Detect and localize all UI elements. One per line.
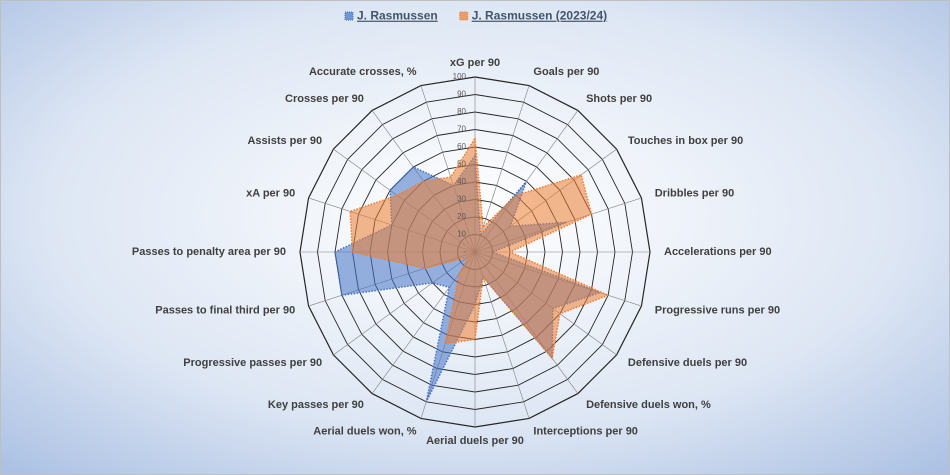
legend-marker (344, 11, 354, 21)
category-label: Passes to final third per 90 (155, 304, 295, 316)
r-tick-label: 40 (457, 177, 466, 186)
category-label: Key passes per 90 (268, 399, 364, 411)
category-label: xG per 90 (450, 57, 500, 69)
legend: J. Rasmussen J. Rasmussen (2023/24) (344, 9, 607, 23)
r-tick-label: 20 (457, 212, 466, 221)
category-label: Aerial duels per 90 (426, 435, 524, 447)
category-label: Crosses per 90 (285, 93, 364, 105)
legend-label: J. Rasmussen (2023/24) (472, 9, 607, 23)
category-label: Defensive duels per 90 (628, 357, 747, 369)
r-tick-label: 50 (457, 160, 466, 169)
category-label: Touches in box per 90 (628, 135, 743, 147)
r-tick-label: 60 (457, 142, 466, 151)
category-label: Progressive runs per 90 (655, 304, 780, 316)
r-tick-label: - (463, 247, 466, 256)
r-tick-label: 80 (457, 107, 466, 116)
r-tick-label: 10 (457, 230, 466, 239)
category-label: Shots per 90 (586, 93, 652, 105)
r-tick-label: 100 (453, 72, 467, 81)
category-label: Dribbles per 90 (655, 188, 734, 200)
category-label: Accurate crosses, % (309, 66, 417, 78)
series-area (349, 135, 611, 360)
spoke (474, 251, 530, 419)
category-label: xA per 90 (246, 188, 295, 200)
legend-marker (459, 11, 469, 21)
legend-label: J. Rasmussen (357, 9, 438, 23)
r-tick-label: 90 (457, 90, 466, 99)
category-label: Interceptions per 90 (533, 426, 638, 438)
r-tick-label: 70 (457, 125, 466, 134)
category-label: Progressive passes per 90 (183, 357, 322, 369)
category-label: Goals per 90 (533, 66, 599, 78)
spoke (474, 85, 530, 253)
r-tick-label: 30 (457, 195, 466, 204)
category-label: Aerial duels won, % (313, 426, 417, 438)
category-label: Accelerations per 90 (664, 246, 772, 258)
category-label: Defensive duels won, % (586, 399, 711, 411)
category-label: Passes to penalty area per 90 (132, 246, 286, 258)
category-label: Assists per 90 (247, 135, 322, 147)
